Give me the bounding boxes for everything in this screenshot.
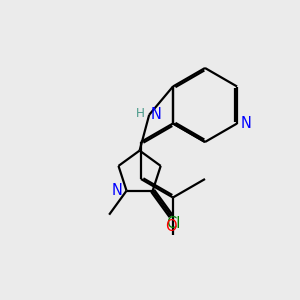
Text: N: N [241, 116, 252, 131]
Text: N: N [112, 183, 122, 198]
Text: Cl: Cl [166, 217, 180, 232]
Text: N: N [150, 107, 161, 122]
Text: H: H [136, 107, 145, 120]
Text: O: O [165, 219, 177, 234]
